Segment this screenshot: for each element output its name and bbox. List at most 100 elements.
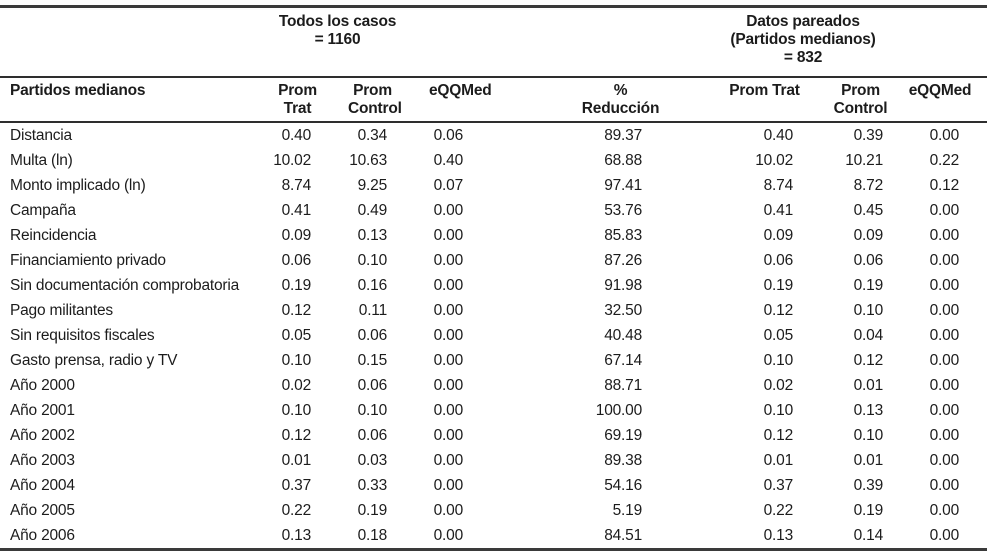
- cell-value: 0.06: [357, 327, 388, 344]
- table-row: Reincidencia 0.09 0.13 0.00 85.83 0.09 0…: [0, 223, 987, 248]
- cell-value: 0.10: [853, 302, 884, 319]
- table-row: Monto implicado (ln) 8.74 9.25 0.07 97.4…: [0, 173, 987, 198]
- table-row: Campaña 0.41 0.49 0.00 53.76 0.41 0.45 0…: [0, 198, 987, 223]
- cell-value: 87.26: [604, 252, 642, 269]
- cell-value: 0.10: [281, 402, 312, 419]
- group-header-spacer: [0, 6, 245, 78]
- row-label: Año 2005: [10, 502, 75, 519]
- cell-value: 0.13: [853, 402, 884, 419]
- cell-value: 0.00: [433, 227, 464, 244]
- group-header-row: Todos los casos = 1160 Datos pareados (P…: [0, 6, 987, 78]
- cell-value: 0.22: [929, 152, 960, 169]
- row-label: Reincidencia: [10, 227, 97, 244]
- cell-value: 54.16: [604, 477, 642, 494]
- col-header-prom-trat-paired: Prom Trat: [664, 77, 806, 123]
- cell-value: 0.00: [929, 302, 960, 319]
- cell-value: 0.00: [929, 227, 960, 244]
- table-row: Multa (ln) 10.02 10.63 0.40 68.88 10.02 …: [0, 148, 987, 173]
- cell-value: 0.01: [853, 377, 884, 394]
- row-label: Año 2000: [10, 377, 75, 394]
- cell-value: 0.04: [853, 327, 884, 344]
- col-header-partidos-medianos: Partidos medianos: [0, 77, 245, 123]
- row-label: Año 2003: [10, 452, 75, 469]
- cell-value: 53.76: [604, 202, 642, 219]
- cell-value: 0.19: [853, 277, 884, 294]
- cell-value: 91.98: [604, 277, 642, 294]
- cell-value: 0.19: [281, 277, 312, 294]
- table-row: Pago militantes 0.12 0.11 0.00 32.50 0.1…: [0, 298, 987, 323]
- cell-value: 0.00: [433, 427, 464, 444]
- cell-value: 0.06: [853, 252, 884, 269]
- group-header-all-cases: Todos los casos = 1160: [245, 6, 474, 78]
- cell-value: 0.33: [357, 477, 388, 494]
- cell-value: 85.83: [604, 227, 642, 244]
- row-label: Financiamiento privado: [10, 252, 166, 269]
- cell-value: 0.13: [281, 527, 312, 544]
- cell-value: 0.02: [763, 377, 794, 394]
- table-row: Año 2005 0.22 0.19 0.00 5.19 0.22 0.19 0…: [0, 498, 987, 523]
- cell-value: 89.38: [604, 452, 642, 469]
- col-header-prom-control-all: Prom Control: [322, 77, 402, 123]
- cell-value: 0.05: [281, 327, 312, 344]
- cell-value: 0.13: [357, 227, 388, 244]
- table-row: Año 2004 0.37 0.33 0.00 54.16 0.37 0.39 …: [0, 473, 987, 498]
- cell-value: 0.39: [853, 477, 884, 494]
- cell-value: 69.19: [604, 427, 642, 444]
- cell-value: 0.00: [433, 327, 464, 344]
- cell-value: 0.37: [763, 477, 794, 494]
- cell-value: 0.09: [853, 227, 884, 244]
- cell-value: 0.00: [433, 377, 464, 394]
- row-label: Multa (ln): [10, 152, 73, 169]
- cell-value: 10.02: [273, 152, 311, 169]
- cell-value: 0.00: [929, 127, 960, 144]
- cell-value: 0.10: [853, 427, 884, 444]
- cell-value: 0.00: [929, 527, 960, 544]
- cell-value: 0.00: [929, 352, 960, 369]
- cell-value: 0.40: [763, 127, 794, 144]
- cell-value: 0.11: [358, 302, 387, 319]
- row-label: Pago militantes: [10, 302, 113, 319]
- cell-value: 0.00: [929, 502, 960, 519]
- cell-value: 0.22: [281, 502, 312, 519]
- cell-value: 84.51: [604, 527, 642, 544]
- cell-value: 0.10: [763, 402, 794, 419]
- cell-value: 0.41: [281, 202, 312, 219]
- cell-value: 0.00: [433, 502, 464, 519]
- cell-value: 0.01: [281, 452, 312, 469]
- row-label: Sin documentación comprobatoria: [10, 277, 240, 294]
- col-header-prom-control-paired: Prom Control: [806, 77, 894, 123]
- row-label: Campaña: [10, 202, 76, 219]
- col-header-eqqmed-paired: eQQMed: [894, 77, 987, 123]
- cell-value: 0.12: [929, 177, 960, 194]
- cell-value: 0.00: [433, 352, 464, 369]
- cell-value: 0.09: [281, 227, 312, 244]
- cell-value: 10.63: [349, 152, 387, 169]
- cell-value: 89.37: [604, 127, 642, 144]
- cell-value: 8.74: [763, 177, 794, 194]
- cell-value: 0.06: [433, 127, 464, 144]
- cell-value: 0.00: [929, 427, 960, 444]
- cell-value: 88.71: [604, 377, 642, 394]
- table-row: Año 2000 0.02 0.06 0.00 88.71 0.02 0.01 …: [0, 373, 987, 398]
- cell-value: 0.00: [929, 477, 960, 494]
- cell-value: 0.45: [853, 202, 884, 219]
- table-row: Año 2003 0.01 0.03 0.00 89.38 0.01 0.01 …: [0, 448, 987, 473]
- cell-value: 10.21: [845, 152, 883, 169]
- cell-value: 68.88: [604, 152, 642, 169]
- cell-value: 0.16: [357, 277, 388, 294]
- cell-value: 0.00: [433, 527, 464, 544]
- cell-value: 0.09: [763, 227, 794, 244]
- table-row: Gasto prensa, radio y TV 0.10 0.15 0.00 …: [0, 348, 987, 373]
- cell-value: 0.39: [853, 127, 884, 144]
- cell-value: 0.03: [357, 452, 388, 469]
- group-header-paired: Datos pareados (Partidos medianos) = 832: [664, 6, 987, 78]
- cell-value: 0.00: [929, 377, 960, 394]
- cell-value: 0.14: [853, 527, 884, 544]
- row-label: Distancia: [10, 127, 72, 144]
- cell-value: 0.49: [357, 202, 388, 219]
- row-label: Monto implicado (ln): [10, 177, 146, 194]
- table-row: Sin requisitos fiscales 0.05 0.06 0.00 4…: [0, 323, 987, 348]
- cell-value: 0.07: [433, 177, 464, 194]
- cell-value: 0.00: [929, 202, 960, 219]
